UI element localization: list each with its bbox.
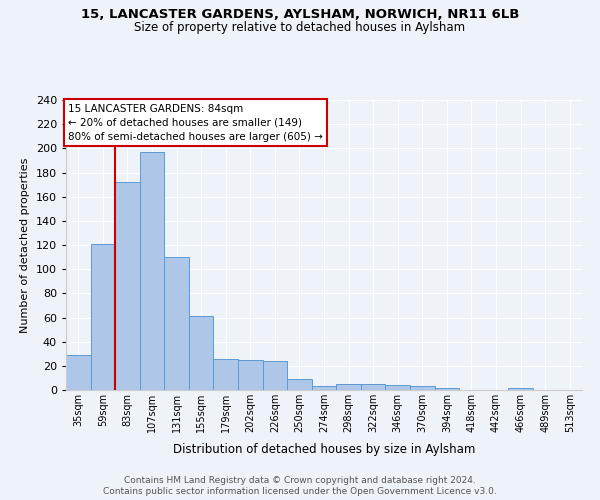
Bar bbox=[214, 358, 238, 390]
Bar bbox=[164, 257, 189, 390]
Bar bbox=[336, 384, 361, 390]
Bar bbox=[189, 316, 214, 390]
Text: Contains HM Land Registry data © Crown copyright and database right 2024.: Contains HM Land Registry data © Crown c… bbox=[124, 476, 476, 485]
Bar bbox=[140, 152, 164, 390]
Bar bbox=[66, 355, 91, 390]
Bar bbox=[508, 388, 533, 390]
Bar bbox=[287, 379, 312, 390]
Bar bbox=[115, 182, 140, 390]
Text: 15, LANCASTER GARDENS, AYLSHAM, NORWICH, NR11 6LB: 15, LANCASTER GARDENS, AYLSHAM, NORWICH,… bbox=[81, 8, 519, 20]
Text: 15 LANCASTER GARDENS: 84sqm
← 20% of detached houses are smaller (149)
80% of se: 15 LANCASTER GARDENS: 84sqm ← 20% of det… bbox=[68, 104, 323, 142]
Text: Contains public sector information licensed under the Open Government Licence v3: Contains public sector information licen… bbox=[103, 488, 497, 496]
Bar bbox=[312, 386, 336, 390]
Bar bbox=[434, 388, 459, 390]
Bar bbox=[361, 384, 385, 390]
Text: Distribution of detached houses by size in Aylsham: Distribution of detached houses by size … bbox=[173, 442, 475, 456]
Bar bbox=[385, 385, 410, 390]
Text: Size of property relative to detached houses in Aylsham: Size of property relative to detached ho… bbox=[134, 21, 466, 34]
Bar bbox=[91, 244, 115, 390]
Bar bbox=[263, 361, 287, 390]
Bar bbox=[238, 360, 263, 390]
Bar bbox=[410, 386, 434, 390]
Y-axis label: Number of detached properties: Number of detached properties bbox=[20, 158, 30, 332]
